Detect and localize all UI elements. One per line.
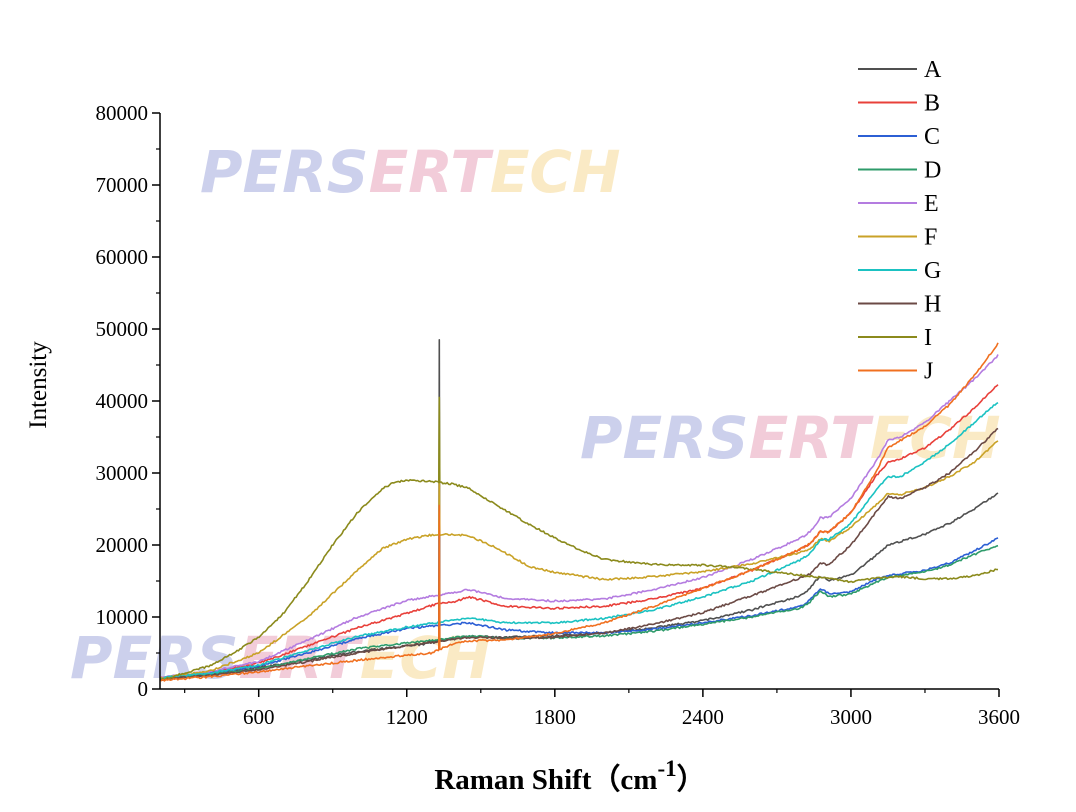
y-axis-title: Intensity (25, 341, 52, 429)
series-line-F (159, 440, 999, 680)
series-layer (159, 339, 999, 682)
legend-label-D: D (924, 158, 941, 184)
x-axis-title: Raman Shift（cm-1） (434, 756, 705, 796)
y-tick-label-30000: 30000 (96, 461, 149, 485)
ticks: 0 10000 20000 30000 40000 50000 60000 70000 8000… (96, 101, 1021, 729)
y-tick-label-80000: 80000 (96, 101, 149, 125)
x-tick-label-1800: 1800 (534, 705, 576, 729)
x-axis-title-close: ） (677, 763, 706, 796)
x-tick-label-2400: 2400 (682, 705, 724, 729)
series-line-D (159, 544, 999, 680)
y-tick-label-10000: 10000 (96, 605, 149, 629)
watermark-2: PERSERTECH (580, 404, 1001, 472)
legend-label-C: C (924, 124, 940, 150)
legend-label-H: H (924, 292, 941, 318)
x-tick-label-3600: 3600 (978, 705, 1020, 729)
legend-label-B: B (924, 91, 940, 117)
legend-label-E: E (924, 191, 939, 217)
series-line-C (159, 537, 999, 680)
y-tick-label-20000: 20000 (96, 533, 149, 557)
series-line-E (159, 354, 999, 679)
legend-label-I: I (924, 325, 932, 351)
y-tick-label-50000: 50000 (96, 317, 149, 341)
watermarks: PERSERTECH PERSERTECH PERSERTECH (70, 138, 1001, 692)
legend-label-A: A (924, 57, 942, 83)
x-tick-label-1200: 1200 (386, 705, 428, 729)
x-tick-label-600: 600 (243, 705, 275, 729)
watermark-1: PERSERTECH (200, 138, 621, 206)
x-axis-title-main: Raman Shift（cm (434, 763, 657, 796)
x-tick-label-3000: 3000 (830, 705, 872, 729)
legend-label-F: F (924, 225, 937, 251)
watermark-3: PERSERTECH (70, 624, 491, 692)
series-line-J (159, 342, 999, 682)
series-line-A (159, 339, 999, 682)
legend-label-J: J (924, 359, 933, 385)
y-tick-label-0: 0 (138, 677, 149, 701)
legend-label-G: G (924, 258, 941, 284)
series-line-H (159, 427, 999, 681)
y-tick-label-40000: 40000 (96, 389, 149, 413)
x-axis-title-sup: -1 (657, 756, 676, 781)
y-tick-label-60000: 60000 (96, 245, 149, 269)
series-line-G (159, 402, 999, 680)
series-line-I (159, 396, 999, 681)
y-tick-label-70000: 70000 (96, 173, 149, 197)
